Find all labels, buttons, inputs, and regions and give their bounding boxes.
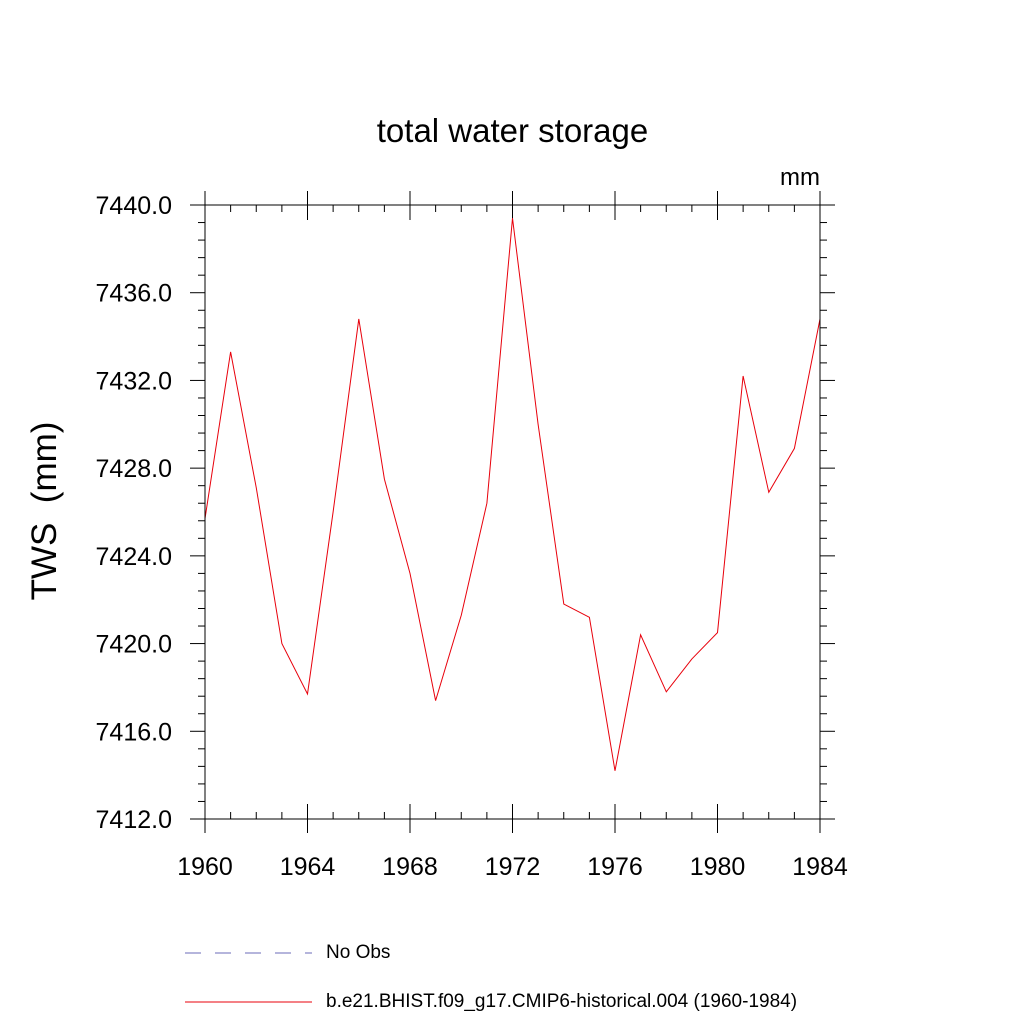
x-tick-label: 1980: [690, 853, 746, 881]
axis-tick-labels: 1960 1964 1968 1972 1976 1980 1984 7412.0 7416.0…: [96, 192, 848, 881]
x-tick-label: 1976: [587, 853, 643, 881]
axis-ticks: [190, 191, 835, 833]
y-axis-label: TWS (mm): [25, 421, 64, 601]
y-tick-label: 7420.0: [96, 631, 172, 659]
y-tick-label: 7424.0: [96, 543, 172, 571]
x-tick-label: 1972: [485, 853, 541, 881]
x-tick-label: 1960: [177, 853, 233, 881]
x-tick-label: 1984: [792, 853, 848, 881]
plot-frame: [204, 204, 821, 820]
x-tick-label: 1964: [280, 853, 336, 881]
data-series: [204, 218, 821, 771]
series-line: [204, 218, 821, 771]
legend-entry-historical: b.e21.BHIST.f09_g17.CMIP6-historical.004…: [326, 991, 798, 1012]
x-tick-label: 1968: [382, 853, 438, 881]
y-tick-label: 7432.0: [96, 367, 172, 395]
y-tick-label: 7440.0: [96, 192, 172, 220]
y-tick-label: 7412.0: [96, 806, 172, 834]
legend-entry-no-obs: No Obs: [326, 942, 391, 963]
y-tick-label: 7428.0: [96, 455, 172, 483]
units-label: mm: [780, 164, 820, 191]
chart-title: total water storage: [376, 112, 649, 149]
y-tick-label: 7416.0: [96, 718, 172, 746]
y-tick-label: 7436.0: [96, 280, 172, 308]
legend-markers: [185, 952, 312, 1003]
